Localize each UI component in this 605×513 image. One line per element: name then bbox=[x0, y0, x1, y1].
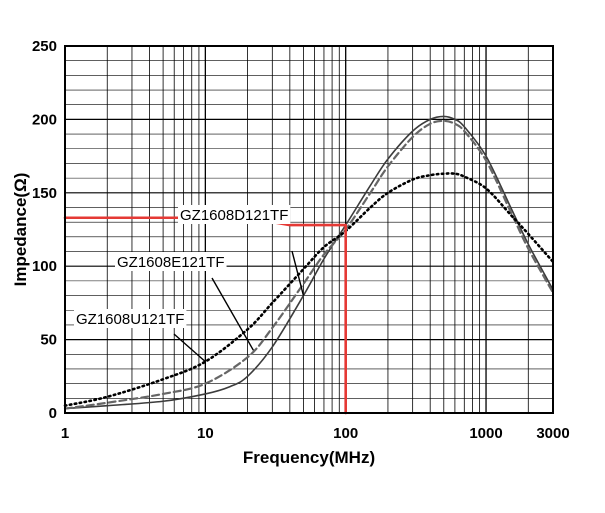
y-tick-label: 50 bbox=[40, 332, 57, 349]
y-tick-label: 150 bbox=[32, 185, 57, 202]
y-tick-label: 100 bbox=[32, 258, 57, 275]
annotation-background bbox=[115, 252, 227, 271]
y-tick-label: 0 bbox=[49, 405, 57, 422]
annotation-label: GZ1608E121TF bbox=[117, 254, 225, 271]
y-tick-label: 200 bbox=[32, 111, 57, 128]
annotation-label: GZ1608U121TF bbox=[76, 311, 184, 328]
x-axis-title: Frequency(MHz) bbox=[243, 448, 375, 467]
annotation-layer: GZ1608D121TF GZ1608E121TF GZ1608U121TF bbox=[74, 205, 305, 363]
tick-labels: 1 10 100 1000 3000 0 50 100 150 200 250 bbox=[32, 38, 570, 442]
plot-frame bbox=[64, 45, 554, 414]
x-tick-label: 100 bbox=[333, 425, 358, 442]
annotation-leader bbox=[173, 333, 206, 363]
annotation-background bbox=[74, 309, 187, 328]
y-tick-label: 250 bbox=[32, 38, 57, 55]
grid-lines bbox=[65, 46, 554, 413]
x-tick-label: 1 bbox=[61, 425, 69, 442]
x-tick-label: 3000 bbox=[536, 425, 569, 442]
series-line-gz1608d121tf bbox=[64, 115, 554, 410]
annotation-leader bbox=[291, 250, 305, 296]
annotation-leader bbox=[211, 277, 255, 351]
annotation-label: GZ1608D121TF bbox=[180, 207, 288, 224]
x-tick-label: 10 bbox=[197, 425, 214, 442]
annotation-background bbox=[178, 205, 291, 224]
series-line-gz1608e121tf bbox=[63, 119, 555, 410]
x-tick-label: 1000 bbox=[469, 425, 502, 442]
series-line-gz1608u121tf bbox=[63, 172, 555, 407]
y-axis-title: Impedance(Ω) bbox=[11, 173, 30, 287]
